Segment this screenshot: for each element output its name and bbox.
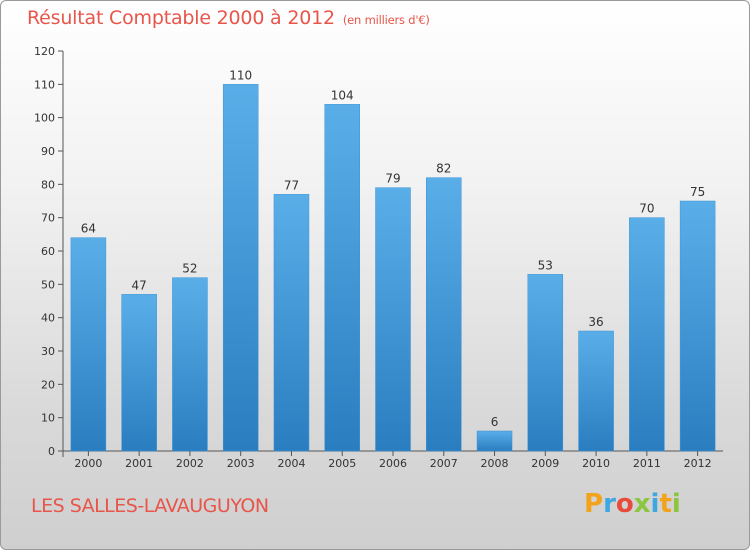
bar-2000 <box>70 237 107 452</box>
bar-2010 <box>578 330 614 452</box>
proxiti-logo: Proxiti <box>584 489 681 519</box>
x-tick-label: 2004 <box>277 457 305 470</box>
y-tick-label: 10 <box>41 412 55 425</box>
logo-letter: x <box>633 489 651 519</box>
bar-value-label: 77 <box>284 178 299 192</box>
bar-2008 <box>476 430 513 452</box>
logo-letter: i <box>650 489 660 519</box>
bar-value-label: 75 <box>690 185 705 199</box>
x-tick-label: 2006 <box>379 457 407 470</box>
logo-letter: o <box>615 489 634 519</box>
bar-value-label: 104 <box>331 88 354 102</box>
x-tick-label: 2009 <box>531 457 559 470</box>
y-tick-label: 40 <box>41 312 55 325</box>
logo-letter: r <box>603 489 616 519</box>
bar-2002 <box>172 277 208 452</box>
bar-value-label: 36 <box>588 315 603 329</box>
y-tick-label: 20 <box>41 378 55 391</box>
x-axis-ticks: 2000 2001 2002 2003 2004 2005 2006 2007 2008 2009… <box>74 451 712 470</box>
bar-2005 <box>324 104 360 452</box>
x-tick-label: 2007 <box>430 457 458 470</box>
bars: 64 47 52 110 77 104 79 82 6 53 36 70 75 <box>70 68 716 452</box>
x-tick-label: 2010 <box>582 457 610 470</box>
y-tick-label: 30 <box>41 345 55 358</box>
x-tick-label: 2011 <box>633 457 661 470</box>
y-tick-label: 120 <box>34 45 55 58</box>
bar-value-label: 6 <box>491 415 499 429</box>
bar-2006 <box>375 187 411 452</box>
bar-value-label: 52 <box>182 262 197 276</box>
bar-value-label: 110 <box>229 68 252 82</box>
chart-title-text: Résultat Comptable 2000 à 2012 <box>27 7 335 29</box>
town-name: LES SALLES-LAVAUGUYON <box>31 495 269 517</box>
bar-2009 <box>527 274 564 452</box>
bar-value-label: 82 <box>436 162 451 176</box>
bar-value-label: 70 <box>639 202 654 216</box>
x-tick-label: 2003 <box>227 457 255 470</box>
y-axis-ticks: 0 10 20 30 40 50 60 70 80 90 100 110 120 <box>34 45 63 458</box>
logo-letter: i <box>671 489 681 519</box>
bar-value-label: 53 <box>538 258 553 272</box>
bar-value-label: 79 <box>385 172 400 186</box>
logo-letter: t <box>659 489 672 519</box>
x-tick-label: 2001 <box>125 457 153 470</box>
bar-2007 <box>426 177 462 452</box>
x-tick-label: 2002 <box>176 457 204 470</box>
x-tick-label: 2000 <box>74 457 102 470</box>
y-tick-label: 110 <box>34 78 55 91</box>
y-tick-label: 80 <box>41 178 55 191</box>
bar-value-label: 64 <box>81 222 96 236</box>
x-tick-label: 2008 <box>481 457 509 470</box>
logo-letter: P <box>584 489 604 519</box>
y-tick-label: 60 <box>41 245 55 258</box>
chart-unit: (en milliers d'€) <box>342 13 430 27</box>
x-tick-label: 2005 <box>328 457 356 470</box>
y-tick-label: 70 <box>41 212 55 225</box>
bar-2003 <box>222 84 259 452</box>
y-tick-label: 0 <box>48 445 55 458</box>
bar-2012 <box>679 200 716 452</box>
y-tick-label: 100 <box>34 112 55 125</box>
bar-2011 <box>629 217 665 452</box>
bar-2004 <box>273 194 310 452</box>
bar-2001 <box>121 294 157 452</box>
y-tick-label: 50 <box>41 278 55 291</box>
bar-value-label: 47 <box>132 278 147 292</box>
chart-title: Résultat Comptable 2000 à 2012 (en millie… <box>27 7 430 29</box>
x-tick-label: 2012 <box>684 457 712 470</box>
y-tick-label: 90 <box>41 145 55 158</box>
